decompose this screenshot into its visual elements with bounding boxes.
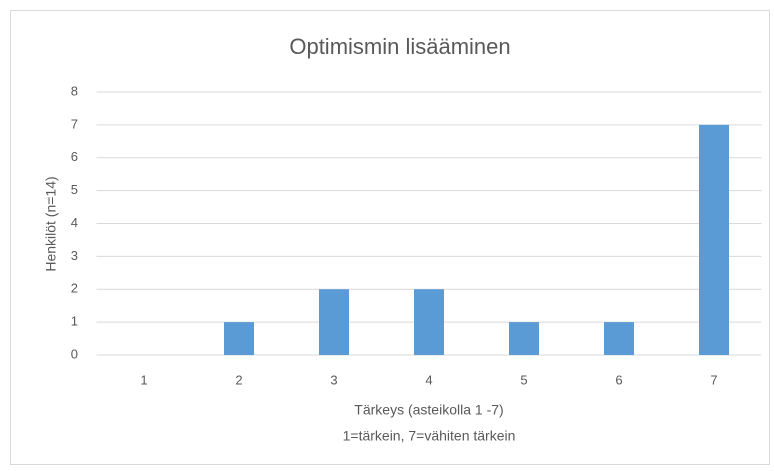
x-axis-label: 1=tärkein, 7=vähiten tärkein (343, 428, 516, 444)
y-tick-label: 6 (71, 149, 78, 164)
x-tick-label: 5 (520, 372, 527, 387)
y-tick-label: 8 (71, 83, 78, 98)
chart-border (10, 10, 770, 465)
bar (509, 322, 539, 355)
y-tick-label: 7 (71, 116, 78, 131)
y-tick-label: 4 (71, 215, 78, 230)
bar (604, 322, 634, 355)
x-tick-label: 2 (235, 372, 242, 387)
bar (224, 322, 254, 355)
x-tick-label: 3 (330, 372, 337, 387)
y-axis-label: Henkilöt (n=14) (43, 176, 59, 271)
x-tick-label: 7 (710, 372, 717, 387)
x-tick-label: 4 (425, 372, 432, 387)
bar (414, 289, 444, 355)
y-tick-label: 1 (71, 314, 78, 329)
y-tick-label: 2 (71, 281, 78, 296)
bar (699, 124, 729, 355)
y-tick-label: 3 (71, 248, 78, 263)
y-tick-label: 5 (71, 182, 78, 197)
x-axis-label: Tärkeys (asteikolla 1 -7) (354, 402, 503, 418)
bar (319, 289, 349, 355)
x-tick-label: 6 (615, 372, 622, 387)
x-tick-label: 1 (140, 372, 147, 387)
chart-title: Optimismin lisääminen (289, 34, 510, 59)
y-tick-label: 0 (71, 346, 78, 361)
